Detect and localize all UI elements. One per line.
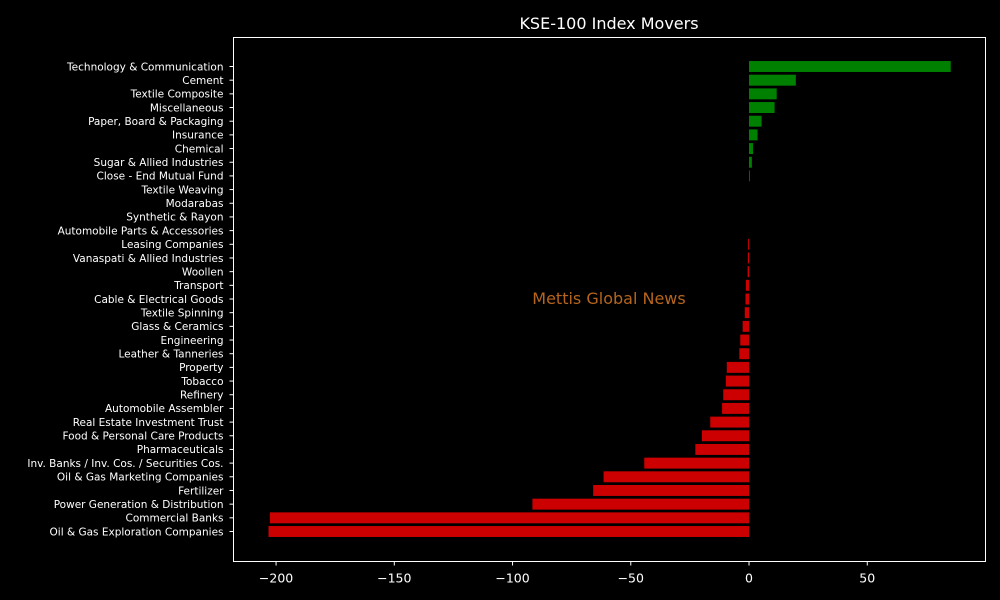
bar (644, 457, 750, 469)
bar (603, 471, 750, 483)
category-label: Engineering (161, 335, 224, 347)
chart-title: KSE-100 Index Movers (519, 14, 698, 33)
bar (749, 129, 758, 141)
category-label: Leasing Companies (121, 239, 223, 251)
category-label: Refinery (180, 390, 224, 402)
bar (268, 526, 750, 537)
bar (745, 293, 750, 305)
category-label: Oil & Gas Marketing Companies (57, 472, 224, 484)
bar (749, 143, 754, 155)
bar (532, 498, 750, 510)
bar (725, 375, 750, 387)
category-label: Vanaspati & Allied Industries (73, 253, 224, 265)
bar (745, 279, 750, 291)
category-label: Synthetic & Rayon (126, 212, 223, 224)
bar (747, 266, 750, 278)
bar (749, 102, 775, 113)
x-tick-label: −50 (618, 571, 644, 586)
category-label: Food & Personal Care Products (62, 431, 223, 443)
x-tick-label: 0 (745, 571, 753, 586)
category-label: Modarabas (166, 198, 224, 210)
bar (748, 238, 750, 250)
category-label: Glass & Ceramics (131, 321, 223, 333)
category-label: Textile Composite (130, 89, 224, 101)
bar (701, 430, 750, 442)
bar (740, 334, 750, 346)
bar (723, 389, 750, 401)
bar (710, 416, 750, 428)
category-label: Real Estate Investment Trust (73, 417, 224, 429)
x-tick-label: −150 (377, 571, 411, 586)
bar (747, 252, 750, 264)
bar (744, 307, 750, 319)
category-label: Fertilizer (178, 485, 224, 497)
bar (593, 485, 750, 496)
category-label: Pharmaceuticals (137, 444, 224, 456)
bar (749, 115, 762, 127)
x-axis-ticks-group: −200 −150 −100 −50 0 50 (259, 561, 875, 586)
bar (749, 156, 752, 168)
category-label: Automobile Assembler (105, 403, 224, 415)
category-label: Chemical (175, 143, 224, 155)
category-label: Textile Weaving (141, 184, 224, 196)
category-label: Inv. Banks / Inv. Cos. / Securities Cos. (27, 458, 223, 470)
category-label: Paper, Board & Packaging (88, 116, 223, 128)
category-label: Cement (182, 75, 223, 87)
bar (742, 320, 750, 332)
category-label: Leather & Tanneries (118, 349, 223, 361)
category-label: Textile Spinning (140, 307, 224, 319)
category-label: Commercial Banks (126, 513, 224, 525)
bar (749, 88, 777, 100)
category-label: Cable & Electrical Goods (94, 294, 223, 306)
category-label: Close - End Mutual Fund (97, 171, 224, 183)
category-label: Sugar & Allied Industries (94, 157, 224, 169)
bars-group (268, 61, 951, 537)
category-label: Insurance (172, 130, 224, 142)
bar (749, 61, 951, 72)
x-tick-label: 50 (859, 571, 875, 586)
category-labels-group: Technology & Communication Cement Textile … (27, 61, 234, 538)
category-label: Woollen (182, 266, 224, 278)
x-tick-label: −100 (495, 571, 529, 586)
watermark-text: Mettis Global News (532, 289, 685, 308)
bar (726, 361, 750, 373)
bar (695, 443, 750, 455)
category-label: Automobile Parts & Accessories (58, 225, 224, 237)
category-label: Transport (173, 280, 223, 292)
category-label: Tobacco (180, 376, 223, 388)
category-label: Oil & Gas Exploration Companies (50, 526, 224, 538)
bar (739, 348, 750, 360)
bar (269, 512, 750, 524)
category-label: Technology & Communication (66, 61, 223, 73)
category-label: Property (179, 362, 223, 374)
bar (749, 74, 796, 86)
category-label: Miscellaneous (150, 102, 224, 114)
x-tick-label: −200 (259, 571, 293, 586)
bar (749, 170, 750, 182)
category-label: Power Generation & Distribution (54, 499, 224, 511)
bar (722, 402, 750, 414)
